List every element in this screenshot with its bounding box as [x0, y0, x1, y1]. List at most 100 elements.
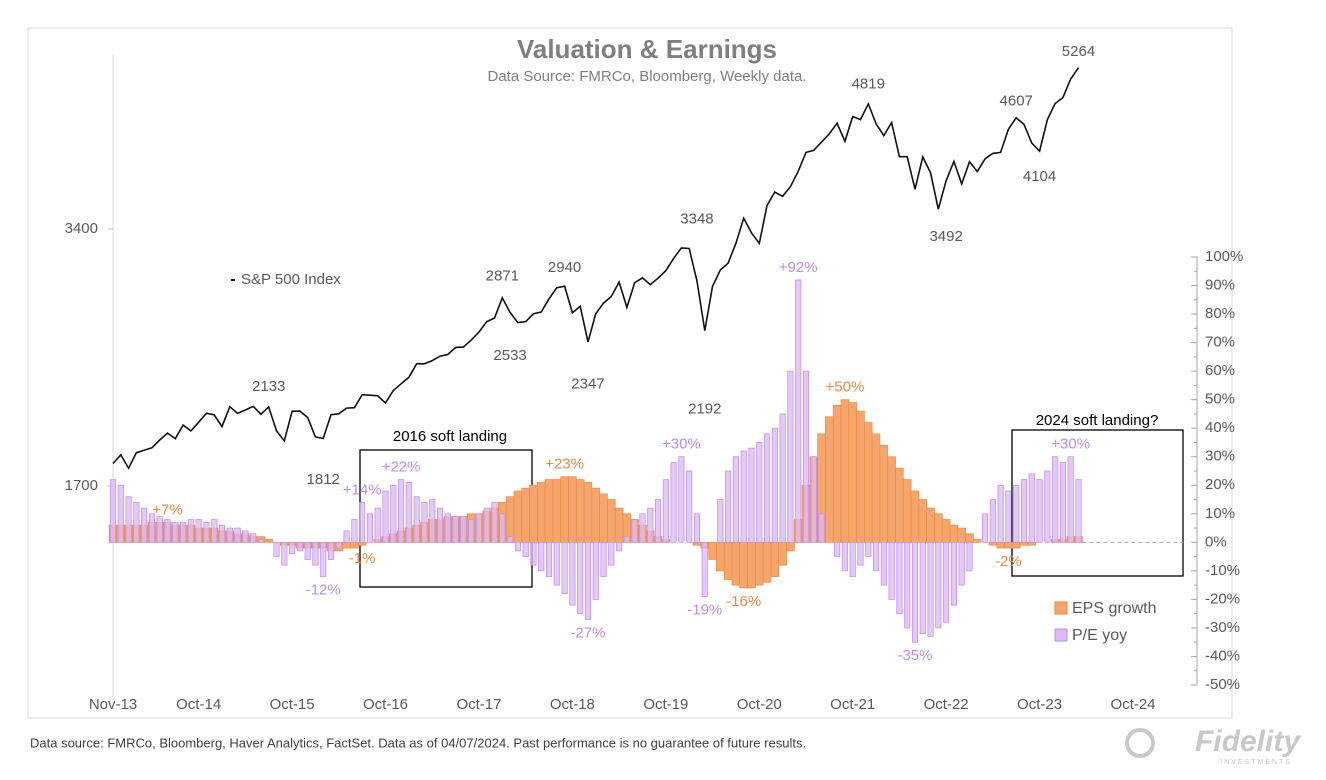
- bar: [357, 541, 367, 546]
- data-label: +92%: [779, 259, 818, 276]
- bar: [973, 539, 982, 543]
- bar: [904, 541, 911, 629]
- bar: [957, 527, 966, 543]
- bar: [934, 513, 943, 543]
- bar: [841, 541, 848, 572]
- bar: [405, 482, 412, 543]
- note: 2016 soft landing: [393, 428, 507, 445]
- x-tick-label: Oct-16: [363, 696, 408, 713]
- y2-tick-label: -20%: [1205, 590, 1240, 607]
- bar: [1019, 541, 1029, 546]
- bar: [740, 450, 747, 543]
- x-tick-label: Oct-20: [737, 696, 782, 713]
- bar: [1005, 490, 1012, 543]
- data-label: 3348: [680, 211, 713, 228]
- bar: [561, 541, 568, 595]
- x-tick-label: Oct-15: [270, 696, 315, 713]
- bar: [507, 536, 514, 543]
- bar: [873, 541, 880, 572]
- bar: [281, 541, 288, 566]
- bar: [538, 541, 545, 572]
- legend-label: EPS growth: [1072, 600, 1156, 617]
- y2-tick-label: -40%: [1205, 647, 1240, 664]
- data-label: +23%: [545, 456, 584, 473]
- note-box: [1011, 429, 1184, 577]
- bar: [943, 541, 950, 623]
- bar: [592, 541, 599, 600]
- bar: [927, 541, 934, 637]
- bar: [530, 541, 537, 566]
- bar: [988, 541, 998, 546]
- data-label: +30%: [662, 436, 701, 453]
- bar: [568, 476, 577, 543]
- bar: [966, 541, 973, 572]
- y2-tick-label: 100%: [1205, 248, 1243, 265]
- bar: [226, 527, 233, 543]
- y2-tick-label: -10%: [1205, 562, 1240, 579]
- bar: [910, 490, 920, 543]
- x-tick-label: Nov-13: [89, 696, 137, 713]
- bar: [865, 541, 872, 557]
- bar: [647, 507, 654, 543]
- bar: [273, 541, 280, 557]
- x-tick-label: Oct-18: [550, 696, 595, 713]
- bar: [996, 541, 1005, 549]
- bar: [264, 539, 273, 543]
- bar: [218, 524, 226, 543]
- data-label: 5264: [1062, 43, 1095, 60]
- bar: [513, 490, 523, 543]
- bar: [795, 279, 802, 543]
- bar: [879, 444, 889, 543]
- bar: [818, 513, 825, 543]
- bar: [725, 470, 732, 543]
- bar: [436, 507, 444, 543]
- bar: [949, 524, 959, 543]
- bar: [880, 541, 887, 586]
- y-tick-label: 3400: [65, 220, 98, 237]
- bar: [180, 522, 187, 543]
- data-label: 1812: [307, 471, 340, 488]
- bar: [413, 496, 420, 543]
- bar: [764, 433, 771, 543]
- y2-tick-label: -30%: [1205, 619, 1240, 636]
- bar: [787, 370, 794, 543]
- y2-tick-label: 80%: [1205, 305, 1235, 322]
- chart-title: Valuation & Earnings: [517, 34, 777, 64]
- data-label: +14%: [343, 481, 382, 498]
- bar: [491, 502, 498, 543]
- bar: [1059, 462, 1066, 543]
- bar: [941, 519, 951, 543]
- bar: [1020, 479, 1028, 543]
- bar: [390, 484, 397, 543]
- bar: [919, 541, 926, 634]
- bar: [1036, 479, 1043, 543]
- bar: [895, 467, 904, 543]
- bar: [483, 507, 490, 543]
- bar: [125, 496, 132, 543]
- data-label: +22%: [382, 459, 421, 476]
- bar: [421, 502, 428, 543]
- bar: [499, 513, 506, 543]
- bar: [545, 541, 553, 577]
- bar: [1004, 541, 1013, 549]
- bar: [834, 541, 841, 557]
- bar: [748, 447, 755, 543]
- bar: [840, 399, 850, 543]
- bar: [304, 541, 311, 560]
- logo: Fidelity: [1195, 725, 1301, 758]
- bar: [537, 482, 546, 543]
- bar: [871, 433, 881, 543]
- bar: [756, 442, 763, 543]
- y2-tick-label: 10%: [1205, 505, 1235, 522]
- bar: [569, 541, 576, 606]
- bar: [117, 484, 124, 543]
- bar: [832, 405, 842, 543]
- bar: [584, 541, 592, 620]
- legend-swatch: [1054, 601, 1068, 615]
- y2-tick-label: 20%: [1205, 476, 1235, 493]
- chart-frame: [27, 27, 1233, 719]
- bar: [211, 519, 218, 543]
- legend-swatch: [1054, 628, 1068, 642]
- bar: [779, 413, 786, 543]
